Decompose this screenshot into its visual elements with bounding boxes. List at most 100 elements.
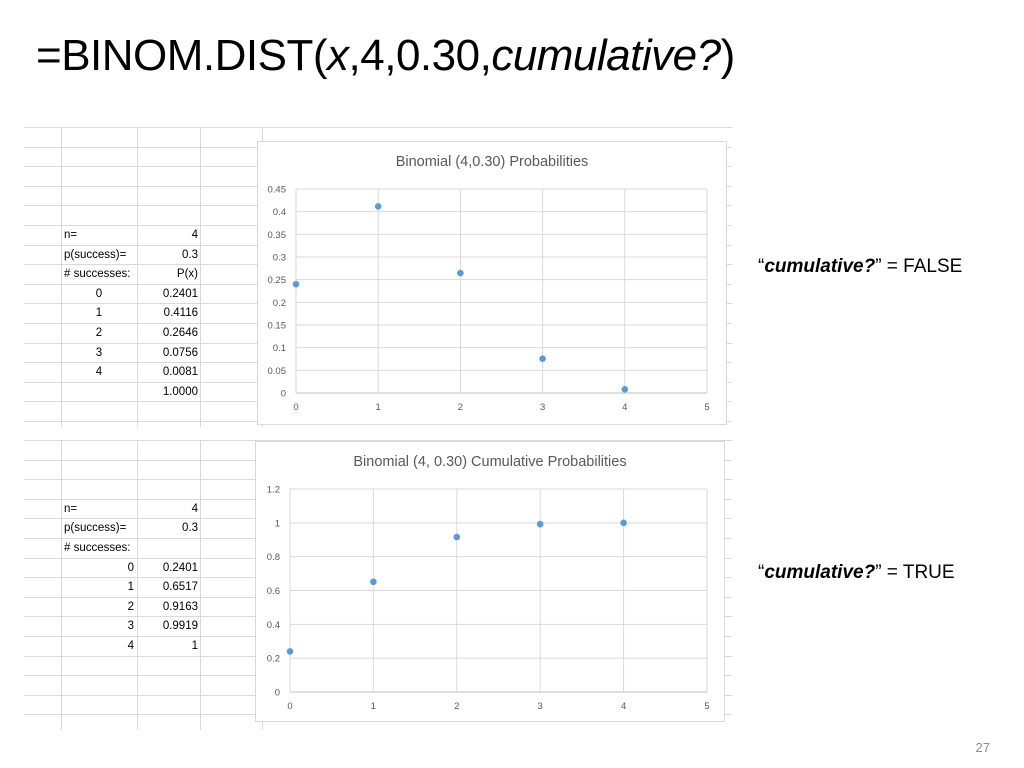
- svg-text:0.2: 0.2: [273, 298, 286, 309]
- page-number: 27: [975, 740, 990, 755]
- svg-text:2: 2: [458, 402, 463, 413]
- svg-text:1: 1: [376, 402, 381, 413]
- gridline: [61, 440, 62, 730]
- svg-text:1: 1: [275, 518, 280, 529]
- data-point[interactable]: [292, 280, 300, 288]
- data-point[interactable]: [621, 386, 629, 393]
- data-point[interactable]: [539, 355, 546, 363]
- data-point[interactable]: [453, 533, 461, 541]
- svg-text:0.25: 0.25: [268, 275, 287, 286]
- cell-value[interactable]: 0.9919: [162, 620, 198, 632]
- cell-label[interactable]: [64, 383, 134, 402]
- quote-close: ”: [875, 256, 882, 277]
- cell-label[interactable]: 2: [127, 601, 134, 613]
- svg-text:0: 0: [293, 402, 298, 413]
- cell-value[interactable]: 0.3: [182, 522, 198, 534]
- svg-text:0.15: 0.15: [268, 321, 287, 332]
- svg-text:0.35: 0.35: [268, 230, 287, 241]
- svg-text:3: 3: [540, 402, 545, 413]
- cell-value[interactable]: 0.3: [182, 249, 198, 261]
- keyword: cumulative?: [764, 256, 876, 277]
- cell-value[interactable]: 0.6517: [162, 581, 198, 593]
- cell-label[interactable]: p(success)=: [64, 522, 127, 534]
- cell-label[interactable]: 0: [127, 562, 134, 574]
- svg-text:0.4: 0.4: [267, 620, 280, 631]
- svg-text:0.6: 0.6: [267, 586, 280, 597]
- cell-value[interactable]: 0.2401: [162, 288, 198, 300]
- cumulative-scatter-plot: 0 0.2 0.4 0.6 0.8 1 1.2 0 1 2 3 4 5: [267, 485, 710, 713]
- cell-label[interactable]: 4: [127, 640, 134, 652]
- svg-text:0.1: 0.1: [273, 343, 286, 354]
- svg-text:1: 1: [371, 701, 376, 712]
- chart-title: Binomial (4, 0.30) Cumulative Probabilit…: [353, 454, 627, 470]
- cumulative-true-label: “cumulative?” = TRUE: [758, 562, 955, 584]
- svg-text:0.45: 0.45: [268, 185, 287, 196]
- quote-open: “: [758, 562, 765, 583]
- gridline: [200, 127, 201, 427]
- cell-label[interactable]: 3: [127, 620, 134, 632]
- svg-text:2: 2: [454, 701, 459, 712]
- data-point[interactable]: [457, 269, 464, 277]
- probability-scatter-plot: 0 0.05 0.1 0.15 0.2 0.25 0.3 0.35 0.4 0.45 0 1 2 3 4 5: [268, 185, 710, 414]
- cell-value[interactable]: 4: [191, 503, 198, 515]
- svg-text:0.2: 0.2: [267, 654, 280, 665]
- svg-text:0: 0: [275, 688, 280, 699]
- data-point[interactable]: [536, 520, 544, 528]
- gridline: [137, 440, 138, 730]
- svg-text:4: 4: [621, 701, 626, 712]
- title-arg-x: x: [327, 31, 349, 80]
- cell-label[interactable]: # successes:: [64, 542, 131, 554]
- cumulative-false-label: “cumulative?” = FALSE: [758, 256, 962, 278]
- svg-text:1.2: 1.2: [267, 485, 280, 496]
- gridline: [24, 440, 732, 441]
- slide-title: =BINOM.DIST(x,4,0.30,cumulative?): [36, 26, 735, 86]
- cell-label[interactable]: # successes:: [64, 268, 131, 280]
- quote-close: ”: [875, 562, 882, 583]
- cell-label[interactable]: 1: [127, 581, 134, 593]
- data-point[interactable]: [370, 578, 377, 586]
- title-function: =BINOM.DIST(: [36, 31, 328, 80]
- probability-chart[interactable]: Binomial (4,0.30) Probabilities 0 0.05 0.1…: [257, 141, 727, 425]
- quote-open: “: [758, 256, 765, 277]
- cell-label[interactable]: 1: [95, 307, 103, 319]
- svg-text:5: 5: [704, 701, 709, 712]
- data-point[interactable]: [374, 203, 382, 210]
- cell-value[interactable]: 1: [191, 640, 198, 652]
- cell-label[interactable]: 2: [95, 327, 103, 339]
- cell-value[interactable]: 0.4116: [163, 307, 198, 319]
- value-true: = TRUE: [881, 562, 955, 583]
- data-point[interactable]: [286, 648, 294, 655]
- cell-value[interactable]: 0.9163: [162, 601, 198, 613]
- cell-value[interactable]: 0.0756: [162, 347, 198, 359]
- cell-label[interactable]: p(success)=: [64, 249, 127, 261]
- cell-value[interactable]: P(x): [176, 268, 198, 280]
- chart-title: Binomial (4,0.30) Probabilities: [395, 154, 589, 170]
- title-arg-cumulative: cumulative?: [491, 31, 721, 80]
- svg-text:0.8: 0.8: [267, 552, 280, 563]
- gridline: [24, 127, 732, 128]
- cell-label[interactable]: n=: [64, 503, 78, 515]
- svg-text:0: 0: [287, 701, 292, 712]
- cell-value[interactable]: 0.2401: [162, 562, 198, 574]
- cell-value[interactable]: 0.2646: [162, 327, 198, 339]
- cell-value[interactable]: 1.0000: [162, 386, 198, 398]
- gridline: [137, 127, 138, 427]
- keyword: cumulative?: [764, 562, 876, 583]
- cumulative-probability-chart[interactable]: Binomial (4, 0.30) Cumulative Probabilit…: [255, 441, 725, 722]
- svg-text:0.3: 0.3: [273, 253, 286, 264]
- svg-text:0.05: 0.05: [268, 366, 287, 377]
- svg-text:3: 3: [538, 701, 543, 712]
- svg-text:0.4: 0.4: [273, 207, 286, 218]
- cell-label[interactable]: 0: [95, 288, 103, 300]
- cell-value[interactable]: 4: [191, 229, 198, 241]
- title-args: ,4,0.30,: [348, 31, 492, 80]
- gridline: [61, 127, 62, 427]
- cell-value[interactable]: 0.0081: [162, 366, 198, 378]
- cell-label[interactable]: 3: [95, 347, 103, 359]
- value-false: = FALSE: [881, 256, 963, 277]
- cell-label[interactable]: n=: [64, 229, 78, 241]
- data-point[interactable]: [620, 519, 627, 527]
- svg-text:5: 5: [704, 402, 709, 413]
- cell-value[interactable]: [138, 539, 198, 558]
- cell-label[interactable]: 4: [95, 366, 103, 378]
